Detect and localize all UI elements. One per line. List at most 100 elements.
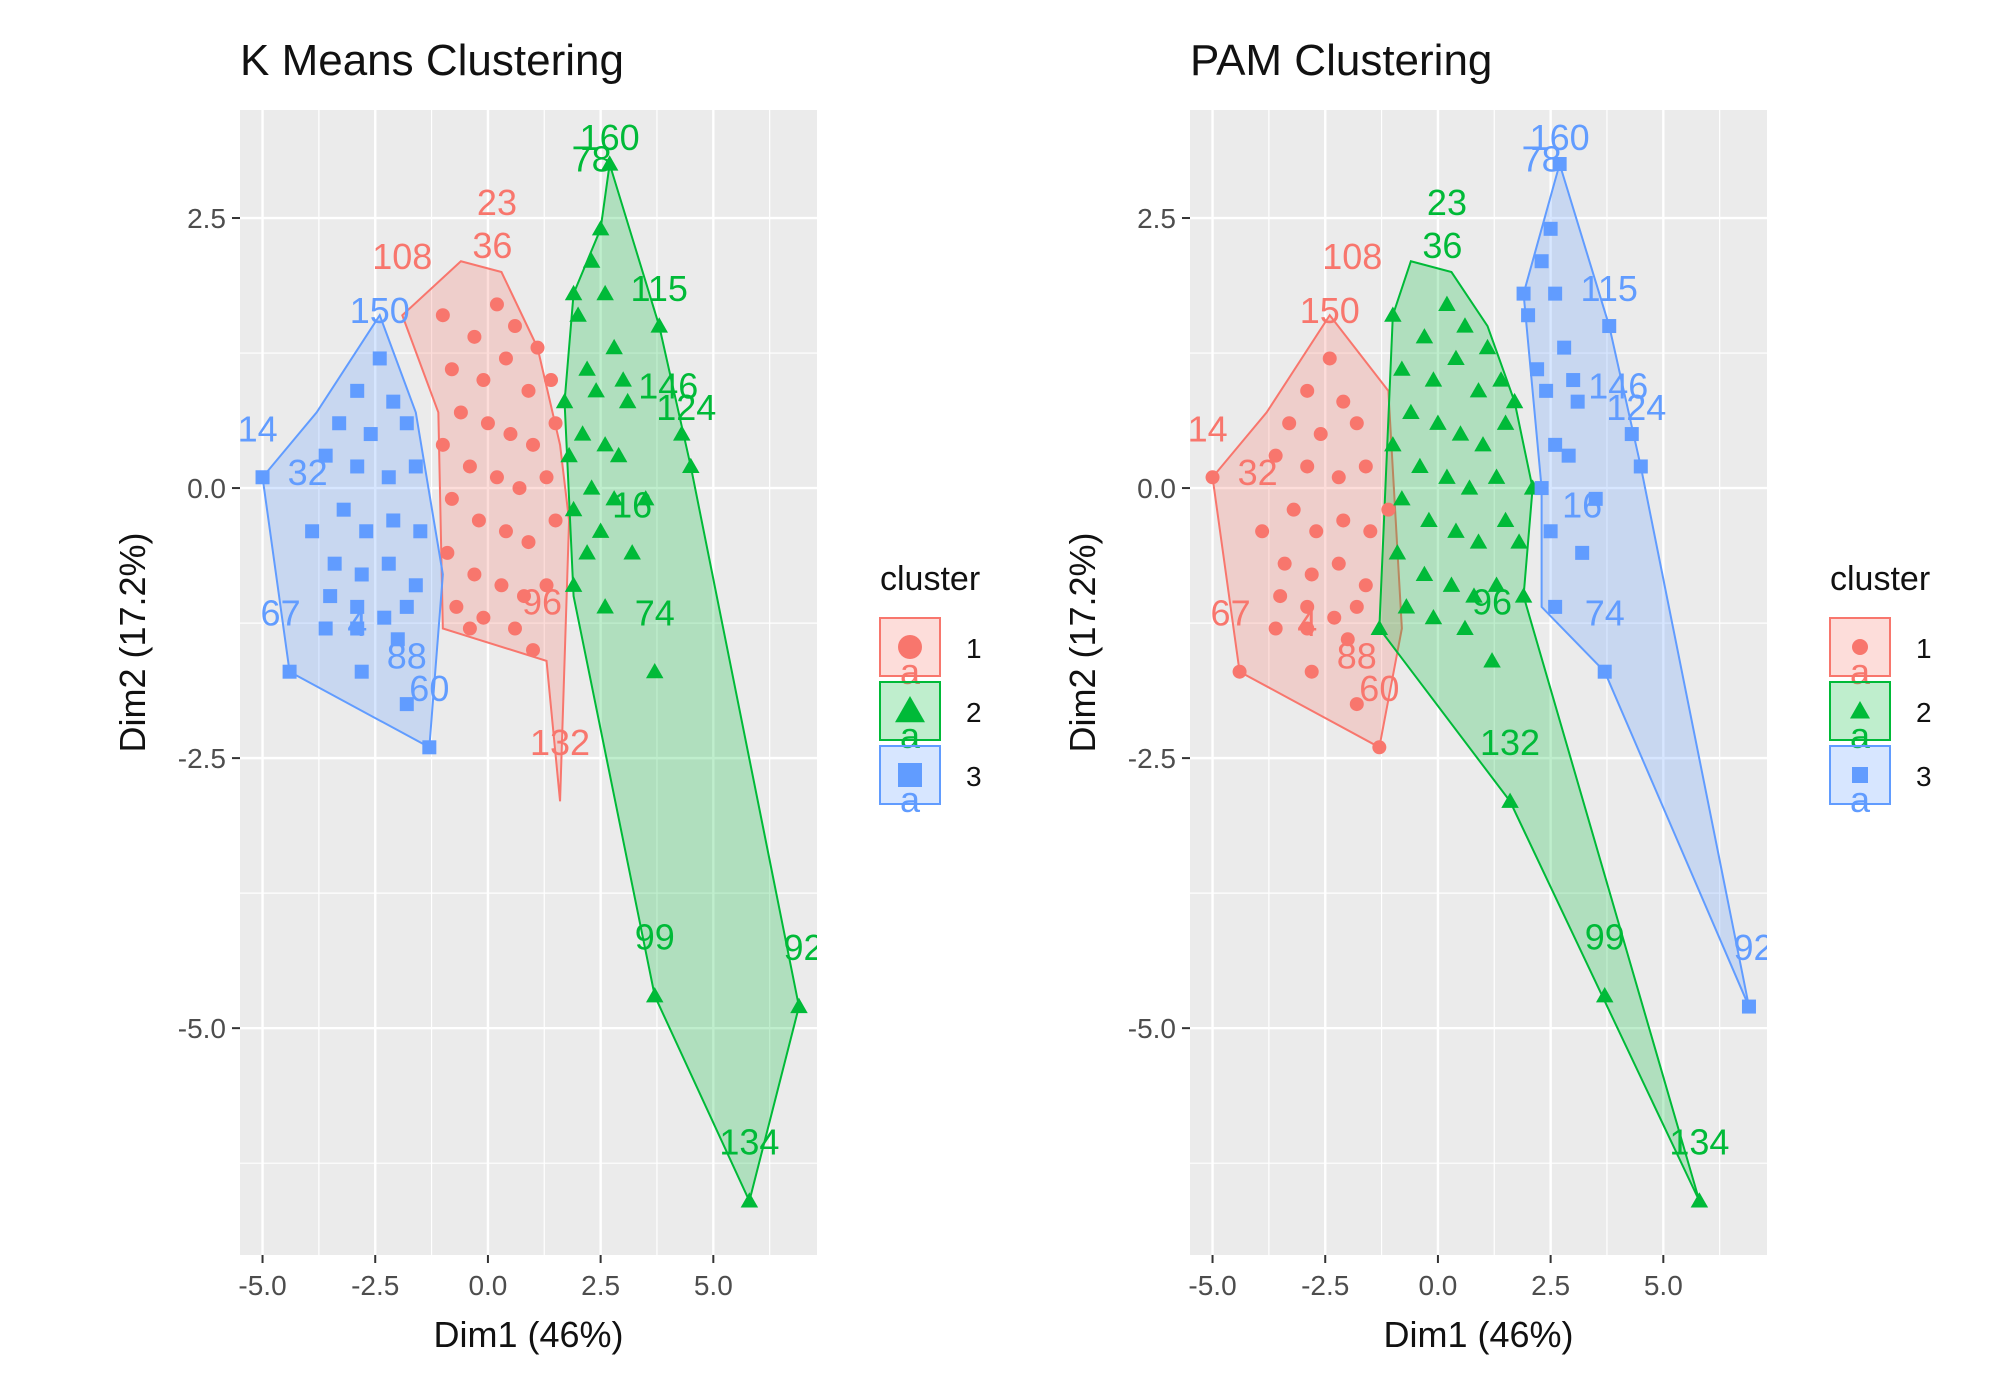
data-point-cluster-2 <box>1370 619 1389 636</box>
data-point-cluster-2 <box>1474 436 1492 452</box>
data-point-cluster-2 <box>1465 587 1483 603</box>
point-label: 23 <box>477 182 517 223</box>
data-point-cluster-2 <box>682 457 700 474</box>
point-label: 88 <box>1337 636 1377 677</box>
data-point-cluster-1 <box>462 621 477 636</box>
point-label: 99 <box>635 916 675 957</box>
data-point-cluster-2 <box>1469 382 1488 398</box>
data-point-cluster-3 <box>399 416 414 431</box>
data-point-cluster-2 <box>1496 511 1515 528</box>
data-point-cluster-1 <box>1300 383 1315 398</box>
data-point-cluster-2 <box>1447 522 1465 538</box>
point-label: 16 <box>612 484 652 525</box>
data-point-cluster-1 <box>1268 621 1283 636</box>
data-point-cluster-1 <box>476 373 491 388</box>
legend-key-marker <box>898 763 922 787</box>
data-point-cluster-2 <box>1460 479 1479 495</box>
data-point-cluster-3 <box>1597 664 1612 679</box>
data-point-cluster-2 <box>596 436 614 452</box>
point-label: 108 <box>372 236 432 277</box>
data-point-cluster-2 <box>582 252 601 268</box>
x-tick-label: -2.5 <box>351 1270 399 1301</box>
data-point-cluster-1 <box>1309 524 1324 539</box>
data-point-cluster-3 <box>359 524 374 539</box>
data-point-cluster-2 <box>605 338 623 355</box>
data-point-cluster-2 <box>564 500 583 517</box>
data-point-cluster-2 <box>1415 565 1434 582</box>
point-label: 146 <box>1588 365 1648 406</box>
data-point-cluster-3 <box>1633 459 1648 474</box>
data-point-cluster-2 <box>645 987 664 1003</box>
data-point-cluster-1 <box>476 610 491 625</box>
point-label: 32 <box>288 452 328 493</box>
point-label: 67 <box>1211 592 1251 633</box>
data-point-cluster-1 <box>1340 632 1355 647</box>
data-point-cluster-2 <box>1487 468 1506 484</box>
data-point-cluster-1 <box>440 545 455 560</box>
data-point-cluster-1 <box>530 340 545 355</box>
data-point-cluster-3 <box>377 610 392 625</box>
data-point-cluster-2 <box>636 490 655 506</box>
data-point-cluster-3 <box>350 459 365 474</box>
data-point-cluster-2 <box>1429 414 1447 430</box>
data-point-cluster-2 <box>1492 371 1510 387</box>
data-point-cluster-1 <box>1327 610 1342 625</box>
legend-label: 1 <box>1916 633 1932 664</box>
point-label: 67 <box>261 592 301 633</box>
data-point-cluster-1 <box>1381 502 1396 517</box>
legend-label: 2 <box>1916 697 1932 728</box>
data-point-cluster-3 <box>323 589 338 604</box>
legend-label: 3 <box>1916 761 1932 792</box>
data-point-cluster-1 <box>1358 459 1373 474</box>
data-point-cluster-2 <box>564 576 583 592</box>
data-point-cluster-1 <box>462 459 477 474</box>
point-label: 16 <box>1562 484 1602 525</box>
data-point-cluster-1 <box>435 308 450 323</box>
point-label: 114 <box>220 409 277 450</box>
point-label: 146 <box>638 365 698 406</box>
data-point-cluster-3 <box>386 394 401 409</box>
data-point-cluster-1 <box>1349 416 1364 431</box>
data-point-cluster-3 <box>327 556 342 571</box>
y-tick-label: 2.5 <box>187 203 226 234</box>
data-point-cluster-1 <box>480 416 495 431</box>
point-label: 150 <box>1300 290 1360 331</box>
data-point-cluster-2 <box>1505 392 1524 409</box>
data-point-cluster-2 <box>1496 414 1515 430</box>
data-point-cluster-3 <box>1566 373 1581 388</box>
data-point-cluster-1 <box>544 373 559 388</box>
data-point-cluster-3 <box>1521 308 1536 323</box>
data-point-cluster-1 <box>512 481 527 496</box>
data-point-cluster-3 <box>282 664 297 679</box>
x-axis-title: Dim1 (46%) <box>433 1314 623 1355</box>
data-point-cluster-3 <box>399 599 414 614</box>
data-point-cluster-1 <box>1322 351 1337 366</box>
data-point-cluster-2 <box>573 425 592 441</box>
data-point-cluster-3 <box>350 599 365 614</box>
x-tick-label: 0.0 <box>468 1270 507 1301</box>
data-point-cluster-1 <box>539 578 554 593</box>
data-point-cluster-3 <box>332 416 347 431</box>
point-label: 92 <box>1733 927 1773 968</box>
data-point-cluster-2 <box>560 446 578 463</box>
point-label: 124 <box>656 387 716 428</box>
point-label: 115 <box>1581 268 1638 309</box>
data-point-cluster-2 <box>1595 987 1614 1003</box>
data-point-cluster-1 <box>1232 664 1247 679</box>
point-label: 36 <box>472 225 512 266</box>
data-point-cluster-2 <box>1487 576 1506 592</box>
data-point-cluster-3 <box>1557 340 1572 355</box>
y-tick-label: 2.5 <box>1137 203 1176 234</box>
data-point-cluster-3 <box>1543 524 1558 539</box>
data-point-cluster-3 <box>1516 286 1531 301</box>
data-point-cluster-1 <box>507 621 522 636</box>
data-point-cluster-1 <box>1282 416 1297 431</box>
point-label: 36 <box>1422 225 1462 266</box>
data-point-cluster-1 <box>1336 513 1351 528</box>
data-point-cluster-1 <box>1331 556 1346 571</box>
data-point-cluster-1 <box>467 329 482 344</box>
data-point-cluster-2 <box>1411 457 1429 474</box>
point-label: 23 <box>1427 182 1467 223</box>
